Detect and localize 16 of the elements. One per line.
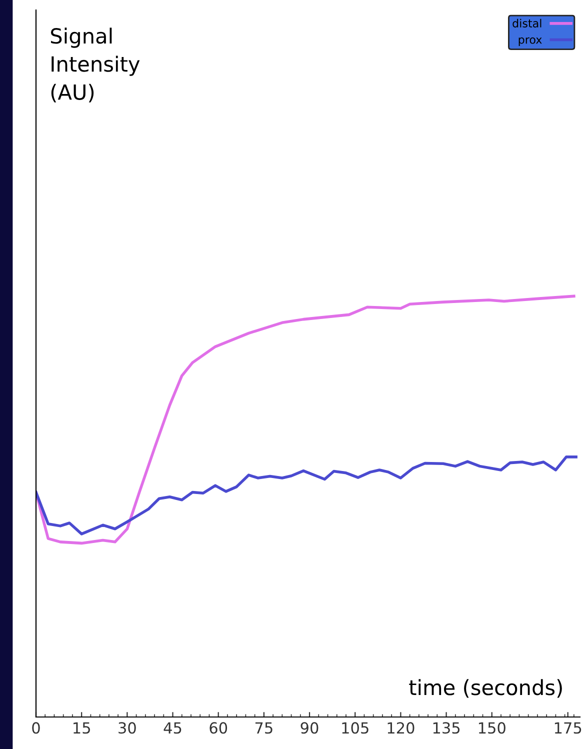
legend-label: prox bbox=[518, 37, 542, 46]
x-tick-label: 15 bbox=[74, 722, 90, 734]
x-tick-label: 75 bbox=[255, 722, 272, 734]
x-tick-label: 105 bbox=[342, 722, 368, 734]
x-tick-label: 120 bbox=[388, 722, 414, 734]
x-tick-label: 90 bbox=[300, 722, 318, 734]
x-tick-label: 150 bbox=[478, 722, 506, 734]
legend-label: distal bbox=[512, 18, 542, 28]
x-tick-label: 60 bbox=[210, 722, 228, 734]
x-tick-label: 0 bbox=[32, 722, 40, 734]
x-tick-label: 45 bbox=[164, 722, 182, 734]
x-tick-label: 175 bbox=[554, 722, 582, 734]
x-tick-label: 135 bbox=[433, 722, 460, 734]
x-tick-label: 30 bbox=[118, 722, 136, 734]
text: Signal Intensity (AU) bbox=[50, 28, 140, 102]
x-axis-title: time (seconds) bbox=[409, 679, 562, 698]
